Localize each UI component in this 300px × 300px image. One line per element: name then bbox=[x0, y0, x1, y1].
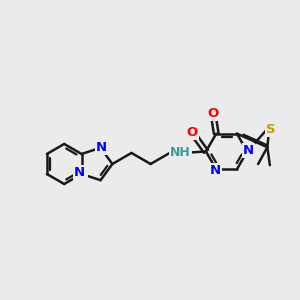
Text: O: O bbox=[208, 107, 219, 120]
Text: N: N bbox=[96, 141, 107, 154]
Text: N: N bbox=[74, 166, 85, 179]
Text: S: S bbox=[266, 122, 275, 136]
Text: N: N bbox=[75, 168, 86, 182]
Text: N: N bbox=[243, 144, 254, 158]
Text: O: O bbox=[187, 126, 198, 140]
Text: NH: NH bbox=[170, 146, 190, 159]
Text: N: N bbox=[210, 164, 221, 177]
